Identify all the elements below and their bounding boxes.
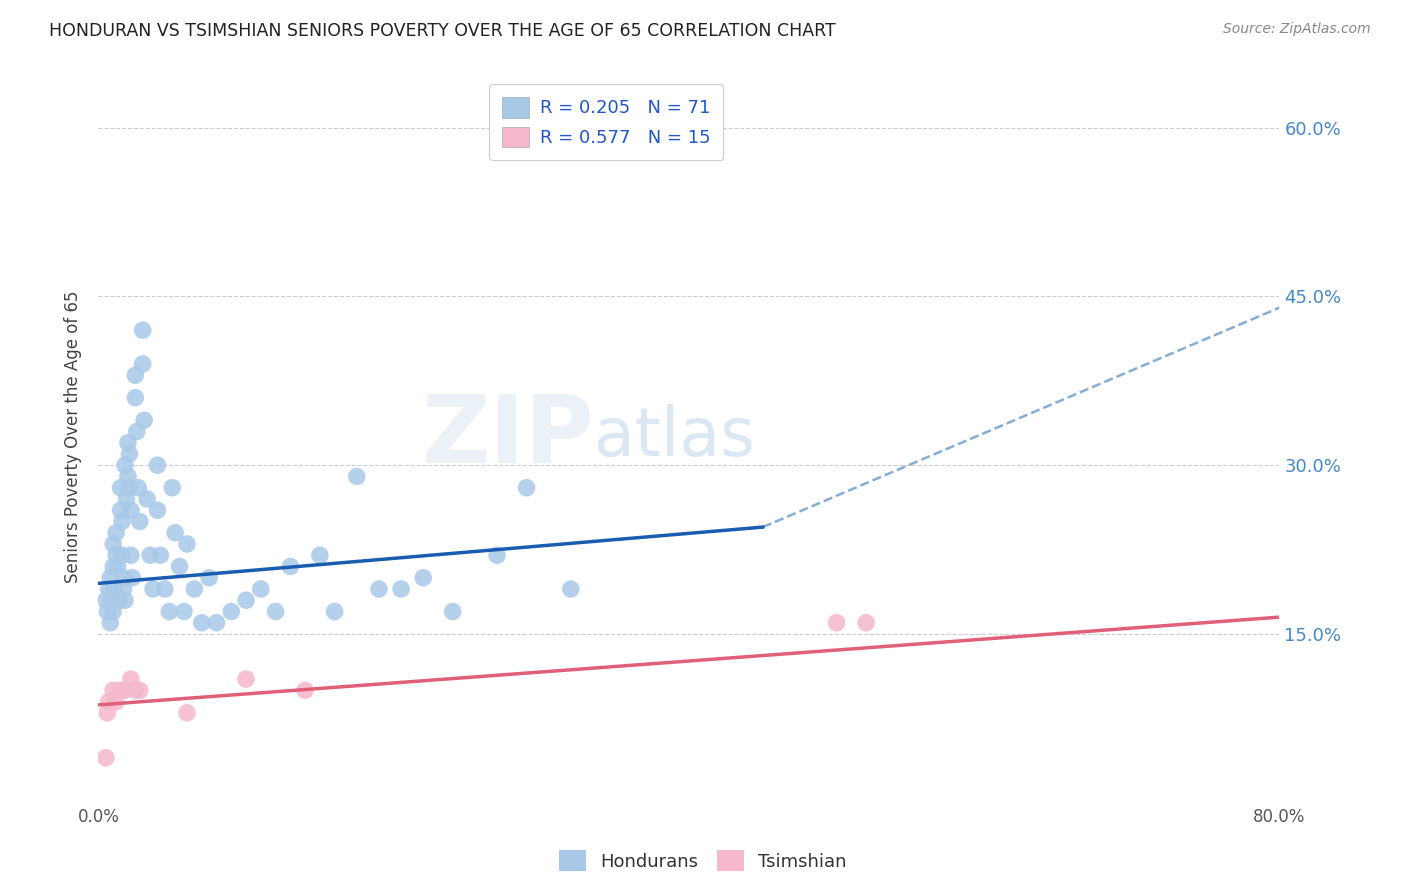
Point: [118, 447, 141, 461]
Point: [104, 582, 127, 596]
Point: [117, 435, 139, 450]
Point: [115, 491, 138, 506]
Point: [110, 503, 132, 517]
Text: Source: ZipAtlas.com: Source: ZipAtlas.com: [1223, 22, 1371, 37]
Point: [825, 615, 848, 630]
Point: [105, 548, 128, 562]
Point: [103, 605, 125, 619]
Point: [323, 605, 346, 619]
Point: [103, 683, 125, 698]
Y-axis label: Seniors Poverty Over the Age of 65: Seniors Poverty Over the Age of 65: [65, 291, 83, 583]
Point: [219, 605, 242, 619]
Point: [125, 425, 148, 439]
Point: [169, 559, 191, 574]
Point: [120, 672, 142, 686]
Point: [107, 559, 129, 574]
Point: [855, 615, 877, 630]
Point: [441, 605, 464, 619]
Point: [139, 548, 162, 562]
Point: [146, 458, 169, 473]
Point: [97, 582, 120, 596]
Point: [124, 391, 146, 405]
Point: [153, 582, 176, 596]
Point: [108, 593, 131, 607]
Point: [136, 491, 159, 506]
Point: [205, 615, 228, 630]
Point: [112, 582, 135, 596]
Point: [149, 548, 172, 562]
Point: [128, 683, 150, 698]
Point: [235, 593, 257, 607]
Point: [124, 368, 146, 383]
Point: [176, 706, 198, 720]
Point: [176, 537, 198, 551]
Point: [103, 559, 125, 574]
Point: [173, 605, 195, 619]
Point: [98, 615, 121, 630]
Point: [111, 548, 134, 562]
Point: [112, 571, 135, 585]
Point: [124, 683, 146, 698]
Point: [278, 559, 302, 574]
Point: [142, 582, 165, 596]
Point: [120, 503, 142, 517]
Point: [105, 525, 128, 540]
Point: [110, 481, 132, 495]
Point: [146, 503, 169, 517]
Text: HONDURAN VS TSIMSHIAN SENIORS POVERTY OVER THE AGE OF 65 CORRELATION CHART: HONDURAN VS TSIMSHIAN SENIORS POVERTY OV…: [49, 22, 837, 40]
Point: [117, 469, 139, 483]
Point: [103, 537, 125, 551]
Point: [114, 458, 136, 473]
Point: [412, 571, 434, 585]
Legend: Hondurans, Tsimshian: Hondurans, Tsimshian: [553, 843, 853, 879]
Point: [132, 323, 155, 337]
Legend: R = 0.205   N = 71, R = 0.577   N = 15: R = 0.205 N = 71, R = 0.577 N = 15: [489, 84, 723, 160]
Point: [132, 357, 155, 371]
Point: [648, 120, 671, 135]
Point: [264, 605, 287, 619]
Point: [127, 481, 149, 495]
Point: [294, 683, 316, 698]
Text: atlas: atlas: [595, 404, 755, 470]
Point: [515, 481, 537, 495]
Point: [560, 582, 582, 596]
Point: [368, 582, 391, 596]
Point: [94, 751, 117, 765]
Text: ZIP: ZIP: [422, 391, 595, 483]
Point: [105, 694, 128, 708]
Point: [128, 515, 150, 529]
Point: [94, 593, 117, 607]
Point: [486, 548, 509, 562]
Point: [100, 593, 122, 607]
Point: [389, 582, 412, 596]
Point: [110, 683, 132, 698]
Point: [165, 525, 187, 540]
Point: [183, 582, 205, 596]
Point: [346, 469, 368, 483]
Point: [98, 571, 121, 585]
Point: [114, 683, 136, 698]
Point: [96, 605, 118, 619]
Point: [121, 571, 143, 585]
Point: [114, 593, 136, 607]
Point: [157, 605, 180, 619]
Point: [118, 481, 141, 495]
Point: [97, 694, 120, 708]
Point: [198, 571, 221, 585]
Point: [309, 548, 332, 562]
Point: [235, 672, 257, 686]
Point: [96, 706, 118, 720]
Point: [120, 548, 142, 562]
Point: [134, 413, 156, 427]
Point: [250, 582, 273, 596]
Point: [111, 515, 134, 529]
Point: [162, 481, 183, 495]
Point: [191, 615, 214, 630]
